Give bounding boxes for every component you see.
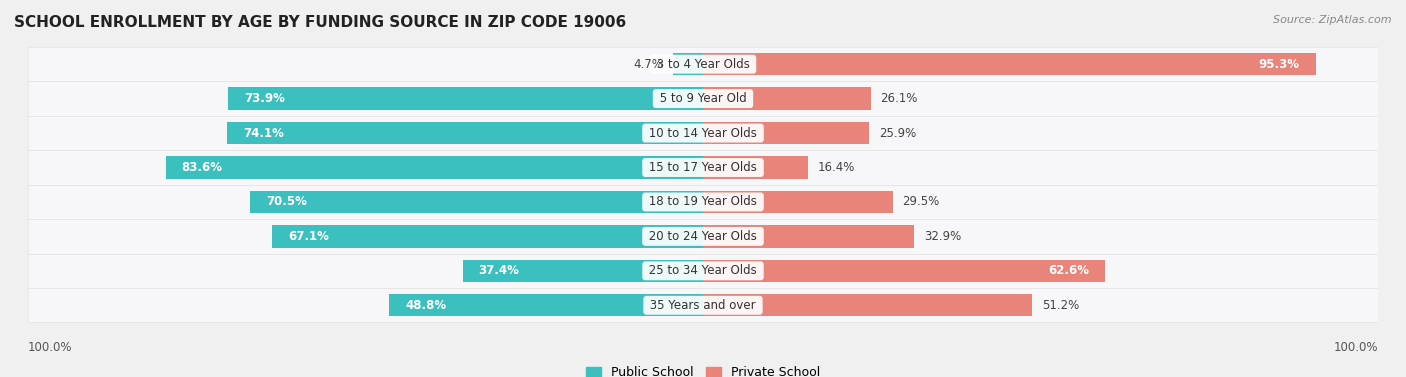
Text: 4.7%: 4.7% — [633, 58, 664, 70]
Bar — [250, 191, 703, 213]
Text: 16.4%: 16.4% — [818, 161, 855, 174]
Bar — [28, 288, 1378, 322]
Text: 95.3%: 95.3% — [1258, 58, 1299, 70]
Bar — [226, 122, 703, 144]
Text: 3 to 4 Year Olds: 3 to 4 Year Olds — [652, 58, 754, 70]
Text: SCHOOL ENROLLMENT BY AGE BY FUNDING SOURCE IN ZIP CODE 19006: SCHOOL ENROLLMENT BY AGE BY FUNDING SOUR… — [14, 15, 626, 30]
Bar — [28, 219, 1378, 254]
Text: 29.5%: 29.5% — [903, 195, 939, 208]
Text: 48.8%: 48.8% — [405, 299, 447, 312]
Text: Source: ZipAtlas.com: Source: ZipAtlas.com — [1274, 15, 1392, 25]
Text: 37.4%: 37.4% — [478, 264, 520, 277]
Bar — [703, 87, 870, 110]
Text: 15 to 17 Year Olds: 15 to 17 Year Olds — [645, 161, 761, 174]
Text: 26.1%: 26.1% — [880, 92, 918, 105]
Text: 67.1%: 67.1% — [288, 230, 329, 243]
Text: 74.1%: 74.1% — [243, 127, 284, 139]
Bar — [271, 225, 703, 248]
Text: 18 to 19 Year Olds: 18 to 19 Year Olds — [645, 195, 761, 208]
Bar — [703, 53, 1316, 75]
Bar — [703, 294, 1032, 316]
Bar — [703, 260, 1105, 282]
Bar — [166, 156, 703, 179]
Text: 25.9%: 25.9% — [879, 127, 917, 139]
Bar — [389, 294, 703, 316]
Bar — [28, 150, 1378, 185]
Text: 83.6%: 83.6% — [181, 161, 222, 174]
Legend: Public School, Private School: Public School, Private School — [586, 366, 820, 377]
Text: 100.0%: 100.0% — [28, 341, 73, 354]
Text: 32.9%: 32.9% — [924, 230, 962, 243]
Bar — [28, 254, 1378, 288]
Bar — [28, 185, 1378, 219]
Bar — [673, 53, 703, 75]
Text: 10 to 14 Year Olds: 10 to 14 Year Olds — [645, 127, 761, 139]
Bar — [463, 260, 703, 282]
Bar — [228, 87, 703, 110]
Bar — [28, 116, 1378, 150]
Text: 25 to 34 Year Olds: 25 to 34 Year Olds — [645, 264, 761, 277]
Bar — [28, 81, 1378, 116]
Text: 62.6%: 62.6% — [1049, 264, 1090, 277]
Bar — [703, 122, 869, 144]
Bar — [703, 225, 914, 248]
Text: 35 Years and over: 35 Years and over — [647, 299, 759, 312]
Text: 73.9%: 73.9% — [245, 92, 285, 105]
Bar — [703, 191, 893, 213]
Text: 20 to 24 Year Olds: 20 to 24 Year Olds — [645, 230, 761, 243]
Bar — [28, 47, 1378, 81]
Text: 5 to 9 Year Old: 5 to 9 Year Old — [655, 92, 751, 105]
Text: 100.0%: 100.0% — [1333, 341, 1378, 354]
Bar — [703, 156, 808, 179]
Text: 51.2%: 51.2% — [1042, 299, 1078, 312]
Text: 70.5%: 70.5% — [266, 195, 307, 208]
